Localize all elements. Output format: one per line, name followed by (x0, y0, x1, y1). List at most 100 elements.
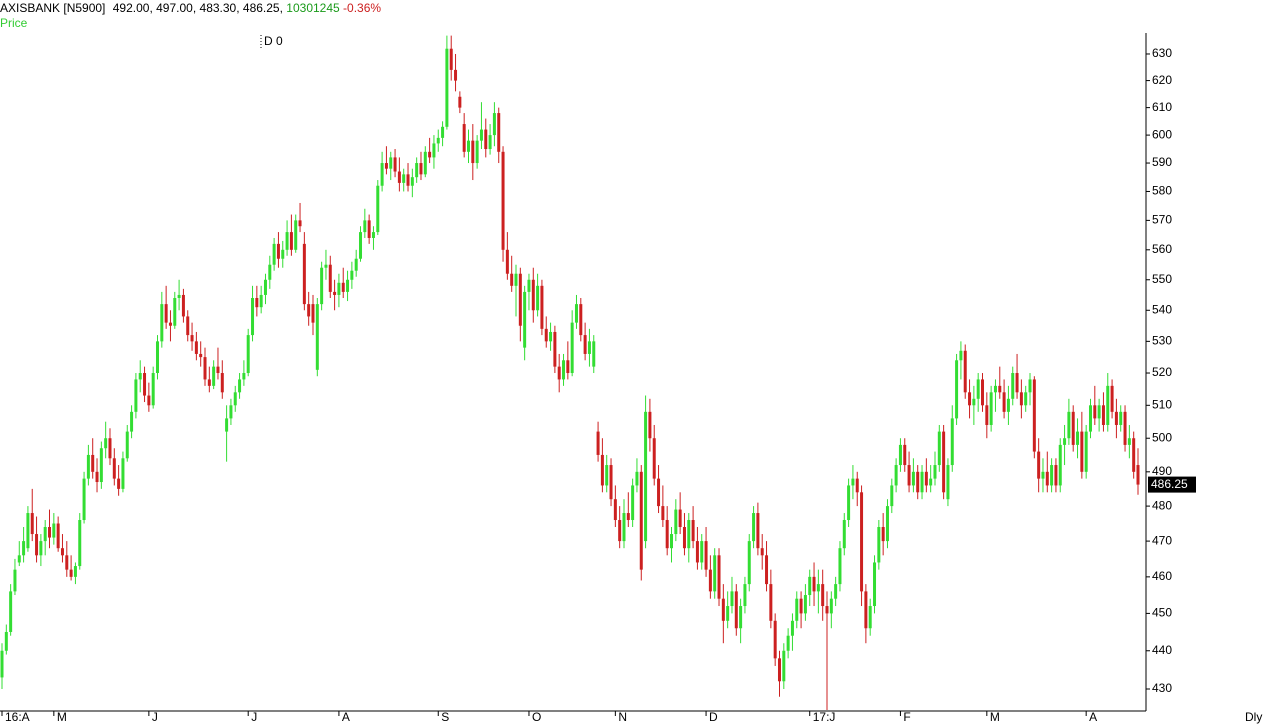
candle-body (99, 448, 103, 483)
candle-body (479, 129, 483, 141)
candle-body (1011, 373, 1015, 399)
candle-body (181, 294, 185, 317)
high: 497.00 (156, 1, 193, 15)
candle-body (963, 350, 967, 393)
candle-body (48, 527, 52, 538)
candle-body (22, 541, 26, 556)
candle-body (315, 304, 319, 370)
candle-body (752, 513, 756, 542)
candle-body (570, 322, 574, 374)
candle-body (799, 598, 803, 614)
candle-body (445, 48, 449, 127)
candle-body (920, 471, 924, 493)
candle-body (475, 140, 479, 164)
low: 483.30 (200, 1, 237, 15)
candle-body (613, 499, 617, 521)
candle-body (855, 478, 859, 493)
candle-body (272, 243, 276, 265)
candle-body (13, 569, 17, 592)
last-price-box (1148, 476, 1196, 493)
candle-body (1106, 385, 1110, 425)
candle-body (596, 431, 600, 455)
candle-body (393, 157, 397, 172)
candle-body (484, 129, 488, 150)
candle-body (30, 513, 34, 535)
x-tick-label: O (532, 710, 541, 724)
candle-body (760, 548, 764, 556)
candle-body (117, 478, 121, 489)
candle-body (121, 458, 125, 489)
candle-body (639, 471, 643, 570)
candle-body (229, 405, 233, 419)
candle-body (363, 220, 367, 233)
candle-body (536, 285, 540, 311)
y-tick-label: 560 (1152, 242, 1172, 256)
candle-body (203, 357, 207, 380)
candle-body (812, 576, 816, 592)
candle-body (868, 606, 872, 629)
candle-body (454, 69, 458, 81)
candle-body (43, 527, 47, 542)
candle-body (674, 509, 678, 535)
candle-body (82, 478, 86, 521)
candle-body (35, 534, 39, 556)
y-tick-label: 600 (1152, 127, 1172, 141)
candle-body (562, 360, 566, 380)
candle-body (518, 273, 522, 326)
candle-body (259, 294, 263, 308)
candle-body (199, 353, 203, 358)
candle-body (428, 151, 432, 158)
candle-body (289, 232, 293, 250)
candle-body (1110, 385, 1114, 412)
candle-body (1101, 405, 1105, 425)
symbol: AXISBANK [N5900] (0, 1, 105, 15)
candle-body (985, 405, 989, 425)
open: 492.00 (113, 1, 150, 15)
candle-body (276, 243, 280, 259)
candle-body (704, 541, 708, 570)
x-tick-label: J (152, 710, 158, 724)
candle-body (747, 541, 751, 585)
y-tick-label: 440 (1152, 643, 1172, 657)
candle-body (268, 264, 272, 280)
candle-body (0, 650, 4, 678)
candle-body (566, 360, 570, 374)
candle-body (682, 527, 686, 549)
candle-body (821, 584, 825, 607)
candle-body (911, 471, 915, 486)
candle-body (333, 291, 337, 295)
candle-body (769, 584, 773, 621)
candle-body (212, 366, 216, 386)
candle-body (829, 598, 833, 614)
candle-body (626, 513, 630, 521)
candle-body (816, 584, 820, 592)
candle-body (587, 341, 591, 354)
candle-body (263, 279, 267, 295)
candle-body (17, 555, 21, 563)
candle-body (929, 478, 933, 486)
candle-body (795, 598, 799, 621)
candle-body (1015, 373, 1019, 393)
candle-body (501, 151, 505, 250)
cursor-label: D 0 (264, 34, 283, 48)
candle-body (838, 548, 842, 585)
y-tick-label: 460 (1152, 569, 1172, 583)
candle-body (981, 379, 985, 406)
y-tick-label: 500 (1152, 430, 1172, 444)
candle-body (1054, 465, 1058, 486)
candle-body (251, 298, 255, 336)
candle-body (104, 438, 108, 449)
candle-body (976, 379, 980, 399)
candle-body (60, 548, 64, 556)
candle-body (549, 331, 553, 342)
candle-body (1067, 411, 1071, 439)
candle-body (885, 506, 889, 542)
x-tick-label: J (251, 710, 257, 724)
candle-body (281, 249, 285, 259)
candle-body (466, 140, 470, 152)
candle-body (9, 591, 13, 632)
candle-body (825, 606, 829, 614)
candle-body (950, 418, 954, 466)
candle-body (186, 316, 190, 336)
candle-body (471, 140, 475, 164)
